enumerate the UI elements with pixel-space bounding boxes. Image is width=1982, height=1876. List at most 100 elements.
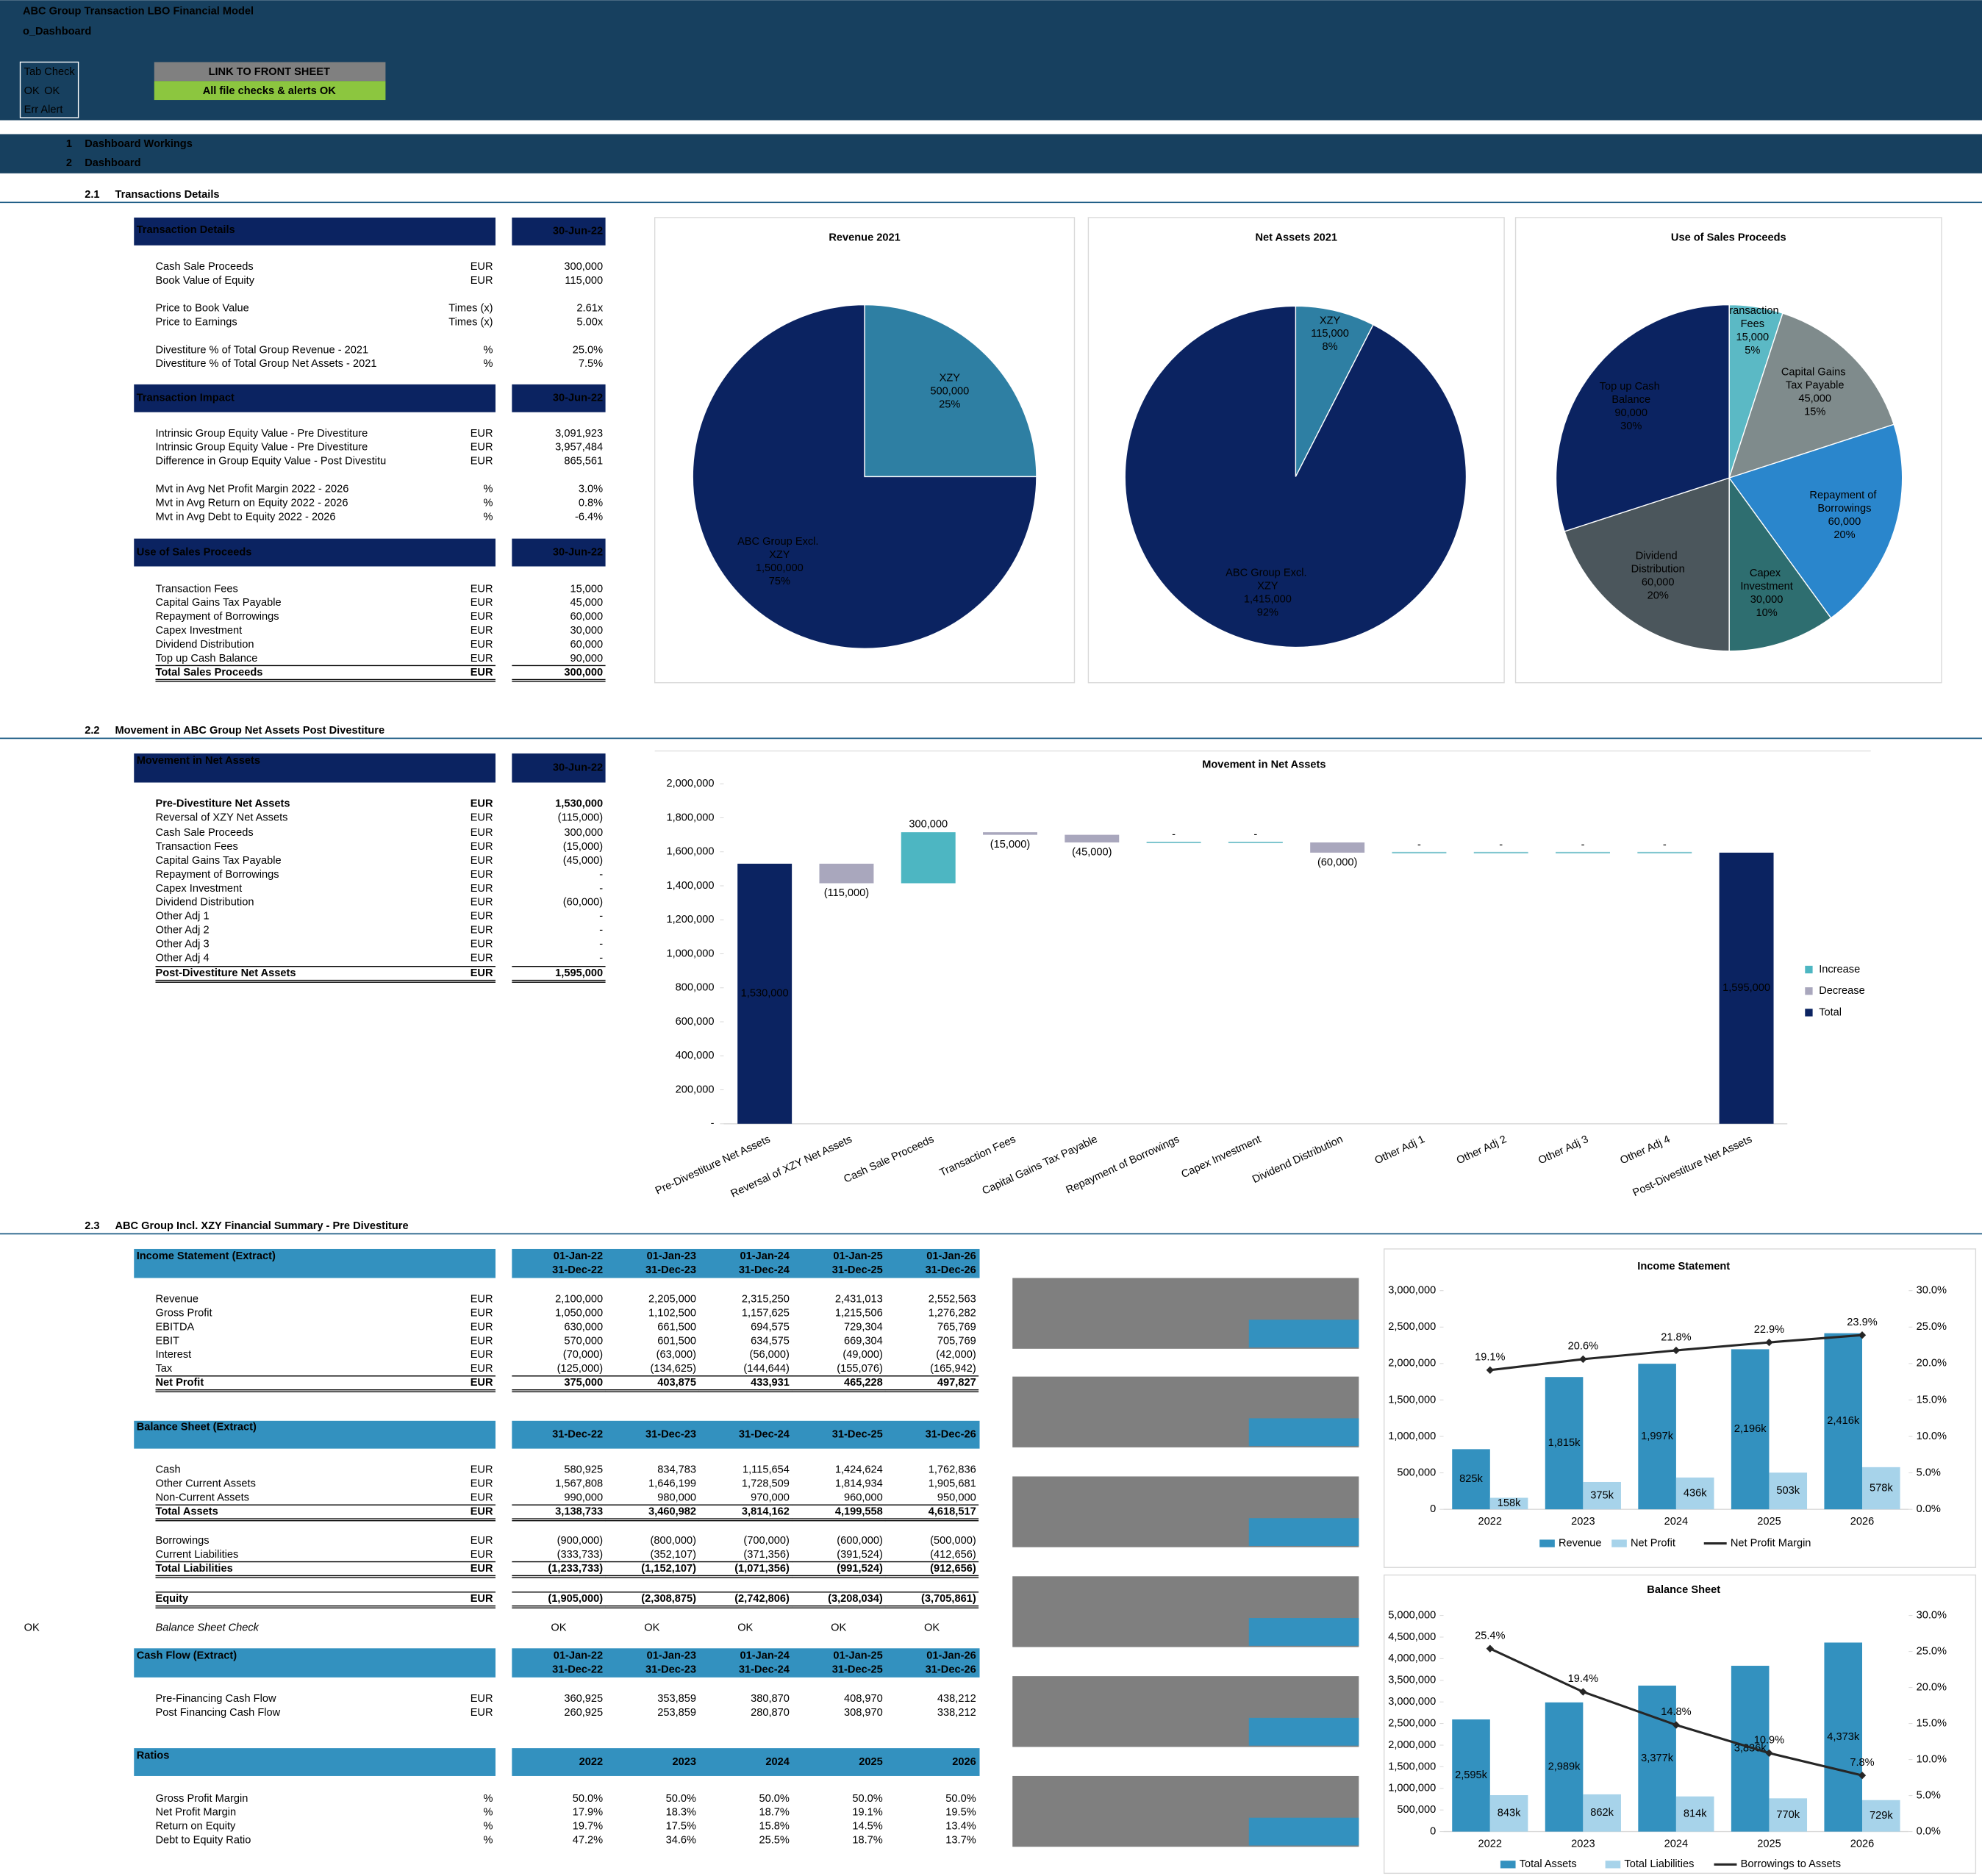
- check-value: OK: [737, 1622, 753, 1634]
- cell-value: 1,646,199: [648, 1478, 696, 1490]
- column-header: 01-Jan-24: [740, 1250, 790, 1262]
- y-tick-label: 2,500,000: [1388, 1717, 1436, 1729]
- y-tick-label: -: [711, 1118, 715, 1130]
- cell-value: (912,656): [930, 1563, 976, 1575]
- row-label: Cash: [155, 1464, 180, 1476]
- row-label: Total Assets: [155, 1506, 218, 1517]
- row-unit: EUR: [471, 667, 493, 679]
- bar: [1824, 1333, 1863, 1510]
- cell-value: 3,814,162: [742, 1506, 790, 1517]
- bar-label: -: [1663, 839, 1667, 851]
- cell-value: -: [599, 883, 603, 895]
- y-tick-label: 1,000,000: [1388, 1783, 1436, 1794]
- row-unit: EUR: [471, 967, 493, 979]
- slice-label: Transaction Fees: [1723, 305, 1782, 330]
- cell-value: 1,050,000: [555, 1308, 603, 1320]
- row-label: Transaction Fees: [155, 841, 237, 853]
- cell-value: 970,000: [751, 1492, 790, 1504]
- bar: [1452, 1719, 1490, 1832]
- cell-value: (391,524): [837, 1549, 883, 1561]
- y-tick-label: 2,000,000: [666, 778, 714, 790]
- slice-value: 60,000: [1642, 576, 1675, 588]
- cell-value: 403,875: [657, 1377, 696, 1389]
- bar-label: 770k: [1776, 1809, 1800, 1821]
- cell-value: 1,276,282: [929, 1308, 976, 1320]
- cell-value: 280,870: [751, 1707, 790, 1719]
- slice-value: 45,000: [1798, 393, 1831, 404]
- column-header: 01-Jan-22: [554, 1250, 603, 1262]
- row-unit: EUR: [471, 883, 493, 895]
- y-tick-label: 20.0%: [1917, 1358, 1947, 1370]
- pie-slice: [1564, 477, 1730, 652]
- column-header: 31-Dec-22: [552, 1429, 603, 1441]
- cell-value: 60,000: [570, 611, 603, 623]
- row-unit: EUR: [471, 897, 493, 909]
- bar: [1545, 1702, 1584, 1832]
- row-unit: EUR: [471, 855, 493, 867]
- bar: [1824, 1642, 1863, 1832]
- cell-value: 0.8%: [579, 497, 603, 509]
- row-unit: EUR: [471, 442, 493, 454]
- cell-value: 50.0%: [759, 1793, 789, 1805]
- row-unit: EUR: [471, 1321, 493, 1333]
- y-tick-label: 3,000,000: [1388, 1696, 1436, 1708]
- bar: [1862, 1800, 1900, 1832]
- y-tick-label: 2,000,000: [1388, 1739, 1436, 1751]
- check-value: OK: [831, 1622, 846, 1634]
- bar-label: 729k: [1870, 1810, 1893, 1822]
- line-label: 14.8%: [1661, 1706, 1691, 1718]
- link-button-label[interactable]: LINK TO FRONT SHEET: [209, 66, 330, 78]
- table-header: [134, 384, 496, 412]
- line-label: 19.4%: [1568, 1673, 1598, 1685]
- cell-value: 990,000: [564, 1492, 603, 1504]
- row-unit: EUR: [471, 625, 493, 637]
- chart-title: Net Assets 2021: [1255, 232, 1337, 243]
- column-header: 01-Jan-26: [926, 1650, 976, 1661]
- section-title: Dashboard Workings: [85, 138, 193, 150]
- pie-slice: [1555, 304, 1730, 532]
- cell-value: 7.5%: [579, 358, 603, 370]
- column-header: 30-Jun-22: [553, 393, 603, 404]
- row-label: Equity: [155, 1593, 189, 1605]
- line-marker: [1579, 1355, 1587, 1364]
- line-label: 19.1%: [1475, 1351, 1505, 1363]
- table-column-header: [512, 1648, 980, 1678]
- bar: [1769, 1798, 1808, 1832]
- chart-title: Income Statement: [1637, 1261, 1730, 1272]
- slice-percent: 10%: [1756, 607, 1777, 619]
- cell-value: 60,000: [570, 639, 603, 651]
- bar: [1675, 1796, 1714, 1832]
- row-label: Intrinsic Group Equity Value - Pre Dives…: [155, 442, 368, 454]
- cell-value: (900,000): [557, 1535, 604, 1547]
- cell-value: 14.5%: [852, 1821, 882, 1833]
- chart-title: Movement in Net Assets: [1202, 759, 1325, 770]
- cell-value: 15.8%: [759, 1821, 789, 1833]
- row-label: Repayment of Borrowings: [155, 611, 279, 623]
- row-label: Pre-Financing Cash Flow: [155, 1693, 276, 1705]
- column-header: 31-Dec-24: [739, 1664, 790, 1675]
- cell-value: 4,199,558: [835, 1506, 883, 1517]
- row-label: Reversal of XZY Net Assets: [155, 812, 287, 824]
- table-column-header: [512, 538, 606, 567]
- bar-label: -: [1581, 839, 1585, 851]
- cell-value: 630,000: [564, 1321, 603, 1333]
- bar-label: 1,815k: [1548, 1437, 1581, 1449]
- row-unit: EUR: [471, 1294, 493, 1306]
- cell-value: 360,925: [564, 1693, 603, 1705]
- file-check-bar: [154, 81, 386, 101]
- link-button[interactable]: [154, 62, 386, 82]
- cell-value: 260,925: [564, 1707, 603, 1719]
- row-unit: EUR: [471, 653, 493, 665]
- cell-value: -: [599, 952, 603, 964]
- pie-slice: [1295, 305, 1374, 477]
- bar-label: 2,989k: [1548, 1761, 1581, 1773]
- y-tick-label: 0.0%: [1917, 1825, 1941, 1837]
- kpi-value-box: [1248, 1618, 1359, 1646]
- cell-value: (155,076): [837, 1363, 883, 1375]
- slice-label: Repayment of Borrowings: [1809, 490, 1879, 515]
- cell-value: 729,304: [844, 1321, 883, 1333]
- cell-value: 669,304: [844, 1335, 883, 1347]
- file-check-label: All file checks & alerts OK: [203, 85, 337, 97]
- row-unit: EUR: [471, 1549, 493, 1561]
